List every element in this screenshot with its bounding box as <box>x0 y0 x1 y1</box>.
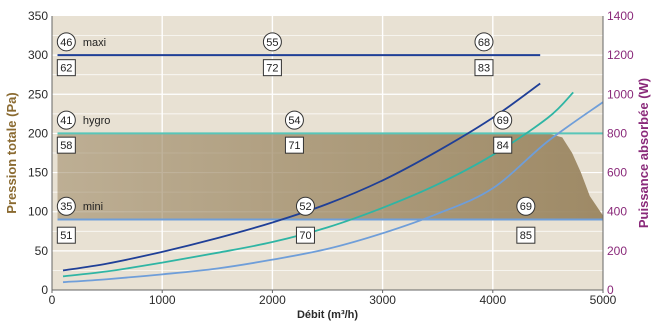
noise-circle-badge: 69 <box>493 110 513 130</box>
y2-tick-label: 1000 <box>607 87 634 101</box>
mode-label-mini: mini <box>83 201 103 213</box>
y2-tick-label: 600 <box>607 166 627 180</box>
badge-box-value: 62 <box>60 63 72 75</box>
noise-box-badge: 83 <box>474 59 494 77</box>
noise-circle-badge: 46 <box>56 32 76 52</box>
noise-circle-badge: 68 <box>474 32 494 52</box>
badge-circle <box>56 196 76 216</box>
badge-circle <box>262 32 282 52</box>
badge-circle-value: 54 <box>288 115 300 127</box>
badge-circle <box>56 110 76 130</box>
x-tick-label: 1000 <box>149 293 176 307</box>
noise-circle-badge: 55 <box>262 32 282 52</box>
badge-box-value: 84 <box>497 140 509 152</box>
x-tick-label: 2000 <box>259 293 286 307</box>
power-curve-3 <box>62 101 604 284</box>
y2-tick-label: 200 <box>607 244 627 258</box>
noise-circle-badge: 69 <box>516 196 536 216</box>
mode-label-hygro: hygro <box>83 115 111 127</box>
badge-box <box>516 226 536 244</box>
x-axis-title: Débit (m³/h) <box>297 309 358 321</box>
badge-circle <box>295 196 315 216</box>
noise-circle-badge: 41 <box>56 110 76 130</box>
badge-circle-value: 35 <box>60 201 72 213</box>
noise-box-badge: 62 <box>56 59 76 77</box>
badge-circle <box>516 196 536 216</box>
y-tick-label: 0 <box>41 283 48 297</box>
badge-box-value: 83 <box>478 63 490 75</box>
annotations-layer: 46 55 68 41 54 69 35 52 69 62 72 83 58 71 84 51 70 85 maxi… <box>56 32 536 244</box>
badge-box <box>474 59 494 77</box>
y2-tick-label: 1400 <box>607 9 634 23</box>
badge-box <box>56 226 76 244</box>
badge-box <box>493 136 513 154</box>
badge-circle <box>56 32 76 52</box>
y2-tick-label: 400 <box>607 205 627 219</box>
badge-circle <box>284 110 304 130</box>
y-tick-label: 50 <box>35 244 49 258</box>
operating-zone <box>57 133 603 220</box>
y-tick-label: 350 <box>28 9 48 23</box>
badge-box-value: 85 <box>520 230 532 242</box>
badge-circle-value: 69 <box>497 115 509 127</box>
shaded-region-layer <box>57 133 603 220</box>
y-tick-label: 200 <box>28 126 48 140</box>
noise-circle-badge: 52 <box>295 196 315 216</box>
axes-layer: 0 1000 2000 3000 4000 50000501001502002503003… <box>4 9 651 321</box>
y-tick-label: 100 <box>28 205 48 219</box>
badge-box-value: 70 <box>299 230 311 242</box>
noise-box-badge: 70 <box>295 226 315 244</box>
badge-box-value: 71 <box>288 140 300 152</box>
badge-circle-value: 46 <box>60 37 72 49</box>
noise-box-badge: 58 <box>56 136 76 154</box>
badge-circle-value: 55 <box>266 37 278 49</box>
mode-label-maxi: maxi <box>83 37 106 49</box>
y-axis-title: Pression totale (Pa) <box>4 92 19 213</box>
badge-circle <box>493 110 513 130</box>
power-curve-2 <box>62 91 574 278</box>
badge-box-value: 72 <box>266 63 278 75</box>
badge-box-value: 51 <box>60 230 72 242</box>
x-tick-label: 0 <box>49 293 56 307</box>
y2-tick-label: 0 <box>607 283 614 297</box>
noise-box-badge: 51 <box>56 226 76 244</box>
mode-lines-layer <box>57 54 603 221</box>
x-tick-label: 5000 <box>590 293 617 307</box>
y-tick-label: 300 <box>28 48 48 62</box>
y2-tick-label: 800 <box>607 126 627 140</box>
badge-box <box>284 136 304 154</box>
badge-circle <box>474 32 494 52</box>
y-tick-label: 150 <box>28 166 48 180</box>
badge-box <box>56 59 76 77</box>
badge-box <box>262 59 282 77</box>
y-tick-label: 250 <box>28 87 48 101</box>
badge-circle-value: 69 <box>520 201 532 213</box>
badge-box <box>295 226 315 244</box>
noise-box-badge: 71 <box>284 136 304 154</box>
badge-circle-value: 52 <box>299 201 311 213</box>
y2-axis-title: Puissance absorbée (W) <box>636 78 651 228</box>
x-tick-label: 4000 <box>479 293 506 307</box>
badge-box <box>56 136 76 154</box>
y2-tick-label: 1200 <box>607 48 634 62</box>
x-tick-label: 3000 <box>369 293 396 307</box>
noise-circle-badge: 35 <box>56 196 76 216</box>
noise-box-badge: 84 <box>493 136 513 154</box>
noise-box-badge: 72 <box>262 59 282 77</box>
noise-box-badge: 85 <box>516 226 536 244</box>
badge-circle-value: 41 <box>60 115 72 127</box>
badge-circle-value: 68 <box>478 37 490 49</box>
noise-circle-badge: 54 <box>284 110 304 130</box>
badge-box-value: 58 <box>60 140 72 152</box>
